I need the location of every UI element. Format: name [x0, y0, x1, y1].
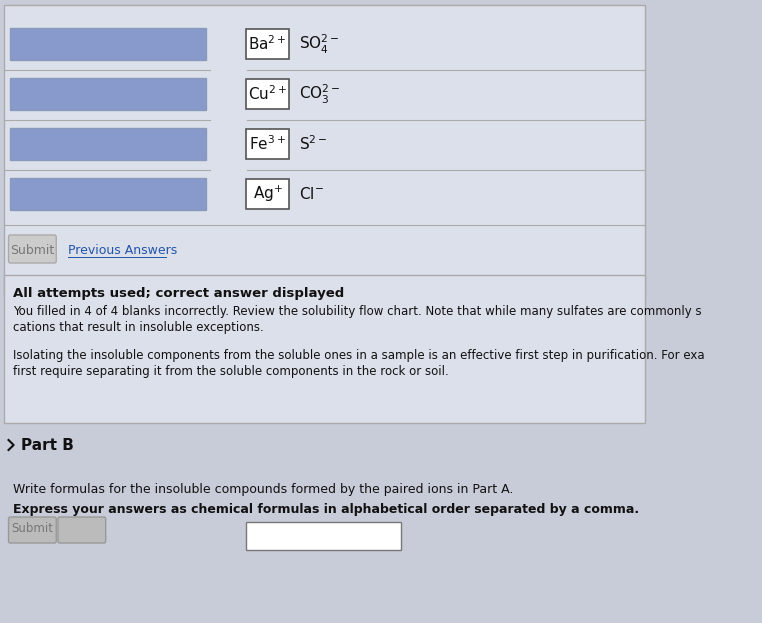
Text: CO$_3^{2-}$: CO$_3^{2-}$: [299, 82, 341, 106]
Text: All attempts used; correct answer displayed: All attempts used; correct answer displa…: [13, 287, 344, 300]
FancyBboxPatch shape: [246, 129, 289, 159]
FancyBboxPatch shape: [58, 517, 106, 543]
Text: Submit: Submit: [10, 244, 55, 257]
Text: Part B: Part B: [21, 437, 74, 452]
FancyBboxPatch shape: [8, 517, 56, 543]
FancyBboxPatch shape: [10, 28, 207, 60]
Text: Ba$^{2+}$: Ba$^{2+}$: [248, 35, 287, 54]
Text: Cl$^{-}$: Cl$^{-}$: [299, 186, 324, 202]
Text: S$^{2-}$: S$^{2-}$: [299, 135, 328, 153]
Text: Fe$^{3+}$: Fe$^{3+}$: [249, 135, 286, 153]
Text: Submit: Submit: [11, 523, 53, 536]
Text: Write formulas for the insoluble compounds formed by the paired ions in Part A.: Write formulas for the insoluble compoun…: [13, 483, 513, 497]
FancyBboxPatch shape: [10, 78, 207, 110]
Text: Previous Answers: Previous Answers: [68, 244, 178, 257]
Text: cations that result in insoluble exceptions.: cations that result in insoluble excepti…: [13, 320, 264, 333]
Text: Cu$^{2+}$: Cu$^{2+}$: [248, 85, 287, 103]
FancyBboxPatch shape: [5, 275, 645, 423]
FancyBboxPatch shape: [246, 179, 289, 209]
FancyBboxPatch shape: [8, 235, 56, 263]
FancyBboxPatch shape: [10, 128, 207, 160]
Text: first require separating it from the soluble components in the rock or soil.: first require separating it from the sol…: [13, 364, 449, 378]
FancyBboxPatch shape: [10, 178, 207, 210]
Text: SO$_4^{2-}$: SO$_4^{2-}$: [299, 32, 340, 55]
FancyBboxPatch shape: [246, 79, 289, 109]
FancyBboxPatch shape: [246, 29, 289, 59]
FancyBboxPatch shape: [5, 5, 645, 295]
Text: Isolating the insoluble components from the soluble ones in a sample is an effec: Isolating the insoluble components from …: [13, 348, 704, 361]
Text: Express your answers as chemical formulas in alphabetical order separated by a c: Express your answers as chemical formula…: [13, 503, 639, 516]
FancyBboxPatch shape: [246, 522, 402, 550]
Text: Ag$^{+}$: Ag$^{+}$: [252, 184, 283, 204]
Text: You filled in 4 of 4 blanks incorrectly. Review the solubility flow chart. Note : You filled in 4 of 4 blanks incorrectly.…: [13, 305, 701, 318]
